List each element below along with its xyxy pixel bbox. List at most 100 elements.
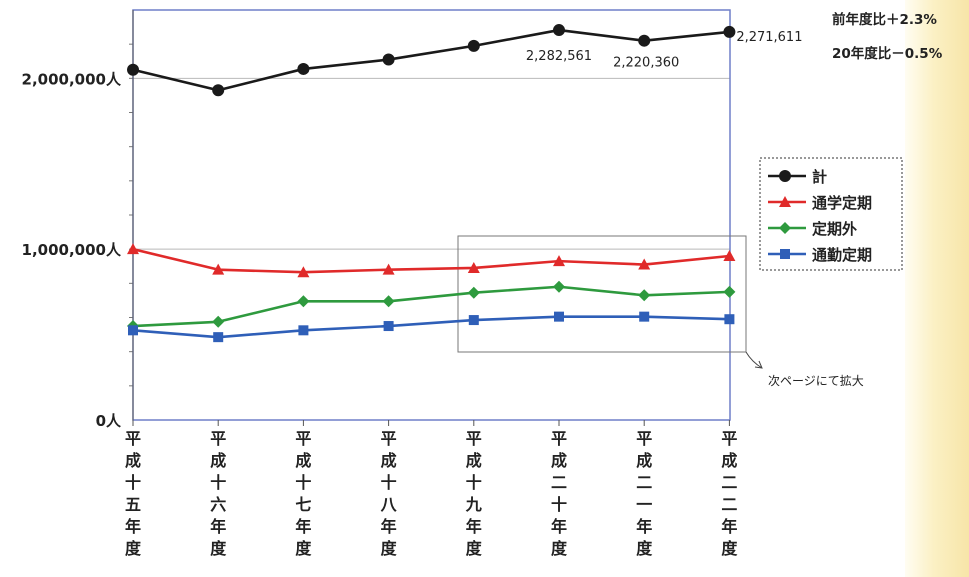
svg-text:度: 度 bbox=[295, 539, 312, 558]
data-point bbox=[554, 311, 564, 322]
svg-text:平: 平 bbox=[551, 429, 567, 448]
svg-text:十: 十 bbox=[381, 473, 397, 492]
data-labels: 2,282,561 2,220,360 2,271,611 bbox=[526, 30, 803, 71]
svg-text:十: 十 bbox=[551, 495, 567, 514]
svg-text:計: 計 bbox=[812, 168, 827, 186]
svg-text:十: 十 bbox=[125, 473, 141, 492]
svg-text:成: 成 bbox=[466, 451, 482, 470]
svg-text:五: 五 bbox=[125, 495, 141, 514]
svg-text:平: 平 bbox=[295, 429, 311, 448]
gridlines bbox=[129, 43, 730, 387]
data-label: 2,220,360 bbox=[613, 56, 679, 71]
data-point bbox=[382, 295, 395, 308]
series-2 bbox=[127, 280, 736, 333]
data-point bbox=[553, 280, 565, 293]
data-point bbox=[467, 39, 480, 52]
legend-item: 通勤定期 bbox=[768, 246, 872, 264]
svg-text:平: 平 bbox=[125, 429, 141, 448]
svg-text:十: 十 bbox=[210, 473, 226, 492]
data-point bbox=[212, 315, 225, 328]
data-point bbox=[553, 24, 565, 37]
svg-text:年: 年 bbox=[466, 517, 482, 536]
svg-text:年: 年 bbox=[636, 517, 652, 536]
yoy-note: 前年度比＋2.3% bbox=[832, 11, 937, 28]
svg-text:成: 成 bbox=[551, 451, 567, 470]
svg-text:年: 年 bbox=[125, 517, 141, 536]
svg-text:二: 二 bbox=[721, 473, 737, 492]
svg-text:成: 成 bbox=[210, 451, 226, 470]
data-point bbox=[467, 261, 480, 273]
data-point bbox=[128, 325, 138, 336]
y-tick-label: 2,000,000人 bbox=[22, 70, 122, 88]
svg-text:六: 六 bbox=[210, 495, 226, 514]
svg-text:十: 十 bbox=[466, 473, 482, 492]
svg-text:七: 七 bbox=[295, 495, 311, 514]
svg-text:度: 度 bbox=[210, 539, 227, 558]
data-point bbox=[723, 285, 736, 298]
svg-text:定期外: 定期外 bbox=[812, 220, 857, 238]
data-point bbox=[213, 332, 224, 343]
series-1 bbox=[127, 243, 736, 278]
x-axis-labels: 平成十五年度平成十六年度平成十七年度平成十八年度平成十九年度平成二十年度平成二一… bbox=[125, 420, 738, 558]
data-point bbox=[212, 263, 225, 275]
data-point bbox=[298, 325, 309, 336]
series-0 bbox=[127, 24, 736, 97]
svg-text:二: 二 bbox=[551, 473, 567, 492]
data-point bbox=[382, 53, 395, 66]
data-point bbox=[127, 243, 139, 255]
svg-text:二: 二 bbox=[721, 495, 737, 514]
legend-item: 定期外 bbox=[768, 220, 857, 238]
svg-text:平: 平 bbox=[210, 429, 226, 448]
svg-text:通学定期: 通学定期 bbox=[812, 194, 872, 212]
svg-text:平: 平 bbox=[636, 429, 652, 448]
series-line bbox=[132, 315, 730, 339]
data-point bbox=[638, 289, 651, 302]
svg-text:度: 度 bbox=[381, 539, 398, 558]
svg-text:成: 成 bbox=[295, 451, 311, 470]
svg-text:年: 年 bbox=[721, 517, 737, 536]
svg-text:成: 成 bbox=[381, 451, 397, 470]
svg-text:一: 一 bbox=[636, 495, 652, 514]
zoom-arrow bbox=[745, 351, 763, 369]
data-point bbox=[297, 295, 310, 308]
data-point bbox=[382, 263, 395, 275]
data-point bbox=[638, 258, 651, 270]
y-tick-label: 0人 bbox=[96, 412, 122, 430]
svg-text:年: 年 bbox=[381, 517, 397, 536]
data-point bbox=[383, 321, 394, 332]
zoom-note: 次ページにて拡大 bbox=[768, 374, 864, 388]
data-label: 2,271,611 bbox=[736, 30, 802, 45]
series-line bbox=[132, 247, 730, 274]
data-point bbox=[723, 25, 736, 38]
background-stripe bbox=[905, 0, 969, 577]
svg-text:年: 年 bbox=[210, 517, 226, 536]
data-point bbox=[468, 315, 479, 326]
svg-text:度: 度 bbox=[125, 539, 142, 558]
data-point bbox=[723, 250, 736, 261]
legend-item: 計 bbox=[768, 168, 827, 186]
svg-text:成: 成 bbox=[636, 451, 652, 470]
svg-text:成: 成 bbox=[125, 451, 141, 470]
series-line bbox=[132, 285, 730, 328]
data-point bbox=[297, 266, 310, 278]
svg-text:度: 度 bbox=[636, 539, 653, 558]
svg-text:年: 年 bbox=[551, 517, 567, 536]
svg-text:九: 九 bbox=[465, 495, 482, 514]
data-point bbox=[638, 34, 651, 47]
svg-text:度: 度 bbox=[466, 539, 483, 558]
data-point bbox=[297, 62, 310, 75]
svg-text:八: 八 bbox=[380, 495, 398, 514]
data-point bbox=[467, 286, 480, 299]
data-point bbox=[639, 311, 650, 322]
vs-fy20-note: 20年度比－0.5% bbox=[832, 45, 943, 62]
svg-text:度: 度 bbox=[721, 539, 738, 558]
svg-text:十: 十 bbox=[295, 473, 311, 492]
